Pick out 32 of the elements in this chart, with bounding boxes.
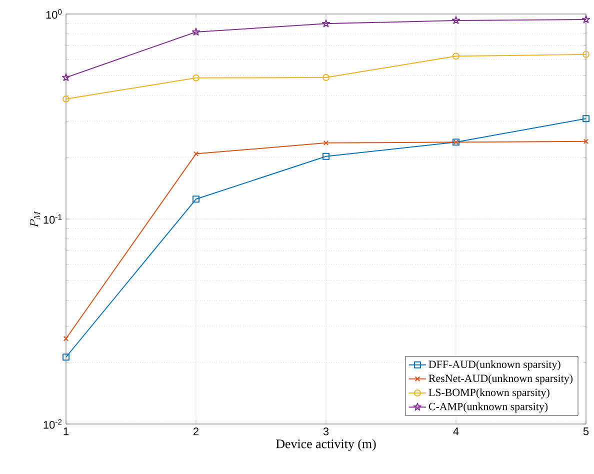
point [192,196,200,203]
point [193,151,199,156]
point [452,52,460,60]
point [323,140,329,146]
x-tick-label: 1 [64,428,69,436]
point [452,16,460,24]
x-tick-label: 3 [323,428,329,436]
point [322,19,330,28]
x-tick-label: 5 [583,428,589,436]
point [322,74,330,82]
y-axis-title: $P_M$ [30,210,40,228]
legend-label: ResNet-AUD(unknown sparsity) [428,374,573,384]
y-tick-label: 10$^{0}$ [46,9,62,19]
point [62,95,70,102]
point [322,152,330,160]
point [582,50,590,58]
point [63,336,69,342]
point [582,115,590,122]
point [192,28,200,36]
y-tick-label: 10$^{-1}$ [44,214,62,224]
x-tick-label: 2 [194,428,198,436]
x-tick-label: 4 [453,428,459,436]
x-axis-title: Device activity (m) [276,439,376,451]
legend-label: C-AMP(unknown sparsity) [428,402,548,412]
legend-label: LS-BOMP(known sparsity) [428,388,550,398]
point [62,354,70,361]
point [192,74,200,82]
point [62,73,70,82]
point [583,138,589,144]
legend-label: DFF-AUD(unknown sparsity) [428,360,560,370]
point [582,15,590,24]
y-tick-label: 10$^{-2}$ [44,419,62,429]
